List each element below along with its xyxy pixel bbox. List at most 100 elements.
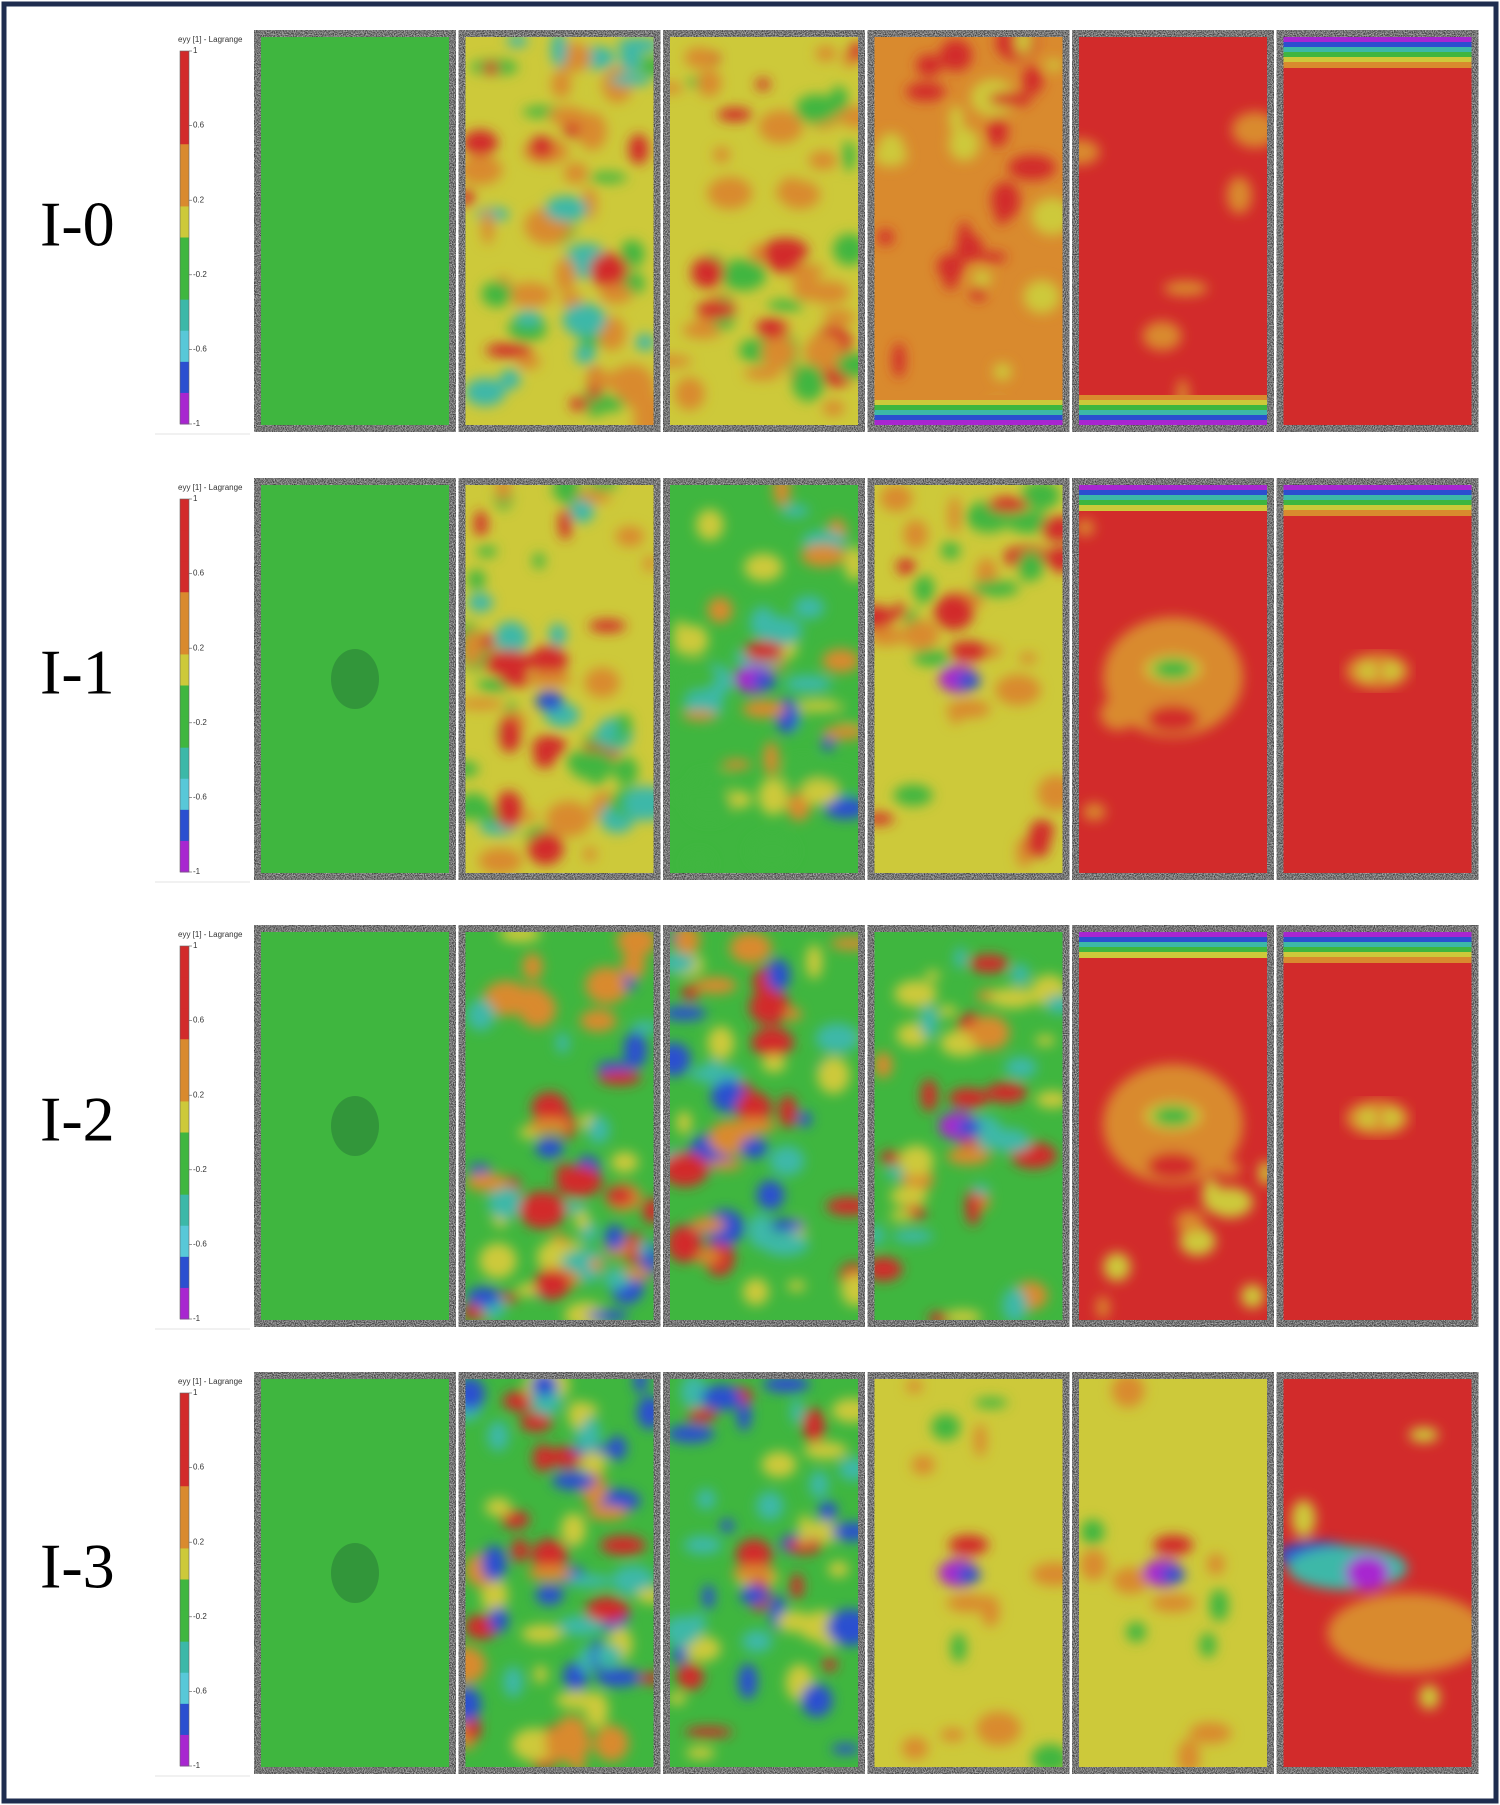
blob xyxy=(1080,1519,1105,1545)
colorbar-band xyxy=(180,1393,189,1425)
blobs xyxy=(901,1379,1063,1767)
blob xyxy=(940,541,961,560)
blob xyxy=(916,54,942,77)
blob xyxy=(744,366,781,381)
blob xyxy=(514,310,543,327)
colorbar-tick-label: -1 xyxy=(193,867,201,876)
blob xyxy=(588,619,626,633)
blob xyxy=(982,644,1002,658)
blob xyxy=(1019,652,1037,664)
blob xyxy=(849,42,858,61)
colorbar-band xyxy=(180,1225,189,1258)
blob xyxy=(551,70,571,98)
blob xyxy=(805,944,823,980)
strain-field xyxy=(1079,37,1267,425)
colorbar-band xyxy=(180,1517,189,1549)
blob xyxy=(518,1191,567,1229)
colorbar-title: eyy [1] - Lagrange xyxy=(178,483,243,492)
blob xyxy=(1177,1739,1200,1767)
blob xyxy=(670,1042,691,1077)
band xyxy=(1079,500,1267,506)
blob xyxy=(913,575,935,604)
blob xyxy=(522,952,543,981)
blob xyxy=(1418,1684,1440,1710)
blob xyxy=(465,378,506,407)
blob xyxy=(493,621,528,655)
blob xyxy=(972,270,992,287)
blob xyxy=(476,545,498,558)
blobs xyxy=(874,946,1063,1320)
feature xyxy=(1153,659,1193,679)
blob xyxy=(577,1248,602,1284)
blob xyxy=(467,593,494,613)
blob xyxy=(901,1737,929,1760)
blob xyxy=(987,116,1008,147)
feature xyxy=(1161,1566,1185,1584)
feature xyxy=(531,645,568,677)
blob xyxy=(877,132,905,165)
blob xyxy=(616,37,654,53)
blob xyxy=(499,932,541,943)
blob xyxy=(738,1663,758,1700)
blob xyxy=(610,1151,639,1173)
blob xyxy=(562,303,607,337)
blob xyxy=(976,1711,1021,1746)
blob xyxy=(1021,485,1061,510)
blob xyxy=(555,1691,599,1710)
blob xyxy=(619,371,654,409)
strain-field xyxy=(874,485,1063,873)
blob xyxy=(544,1724,592,1763)
blob xyxy=(615,713,632,738)
blob xyxy=(481,209,494,245)
blob xyxy=(937,253,964,280)
blob xyxy=(578,112,607,151)
band xyxy=(1079,952,1267,958)
blob xyxy=(481,1545,507,1582)
blob xyxy=(676,1111,692,1135)
blob xyxy=(1240,1284,1265,1309)
blob xyxy=(804,333,844,372)
band xyxy=(874,400,1063,406)
feature xyxy=(1151,1594,1195,1612)
blob xyxy=(939,39,973,72)
blob xyxy=(487,1185,523,1220)
blob xyxy=(1037,775,1063,812)
blob xyxy=(829,937,858,950)
colorbar-band xyxy=(180,51,189,83)
blob xyxy=(597,1070,642,1086)
colorbar-band xyxy=(180,268,189,301)
blob xyxy=(815,45,836,62)
blob xyxy=(717,107,753,122)
blob xyxy=(979,251,1007,263)
feature xyxy=(956,672,981,690)
colorbar-band xyxy=(180,1641,189,1674)
colorbar-band xyxy=(180,1194,189,1227)
blob xyxy=(741,1630,773,1653)
blob xyxy=(532,735,567,758)
blob xyxy=(774,187,804,200)
blob xyxy=(1044,59,1063,71)
blob xyxy=(465,1172,509,1192)
blob xyxy=(623,786,654,821)
band xyxy=(1283,495,1472,501)
blob xyxy=(595,396,626,412)
colorbar-tick-label: 0.6 xyxy=(193,121,205,130)
blob xyxy=(933,593,974,631)
blob xyxy=(485,343,533,358)
blob xyxy=(696,1488,716,1510)
blobs xyxy=(874,37,1063,425)
blob xyxy=(670,82,684,94)
blob xyxy=(943,1309,982,1320)
hole xyxy=(331,649,379,709)
blob xyxy=(495,790,523,829)
feature xyxy=(527,1118,572,1134)
strain-panel xyxy=(1072,1372,1274,1774)
colorbar-band xyxy=(180,809,189,842)
feature xyxy=(752,672,776,690)
band xyxy=(1079,410,1267,416)
row-label: I-2 xyxy=(40,1084,115,1155)
blob xyxy=(615,526,644,547)
blob xyxy=(670,1152,709,1187)
blob xyxy=(701,1384,742,1411)
feature xyxy=(742,700,786,718)
